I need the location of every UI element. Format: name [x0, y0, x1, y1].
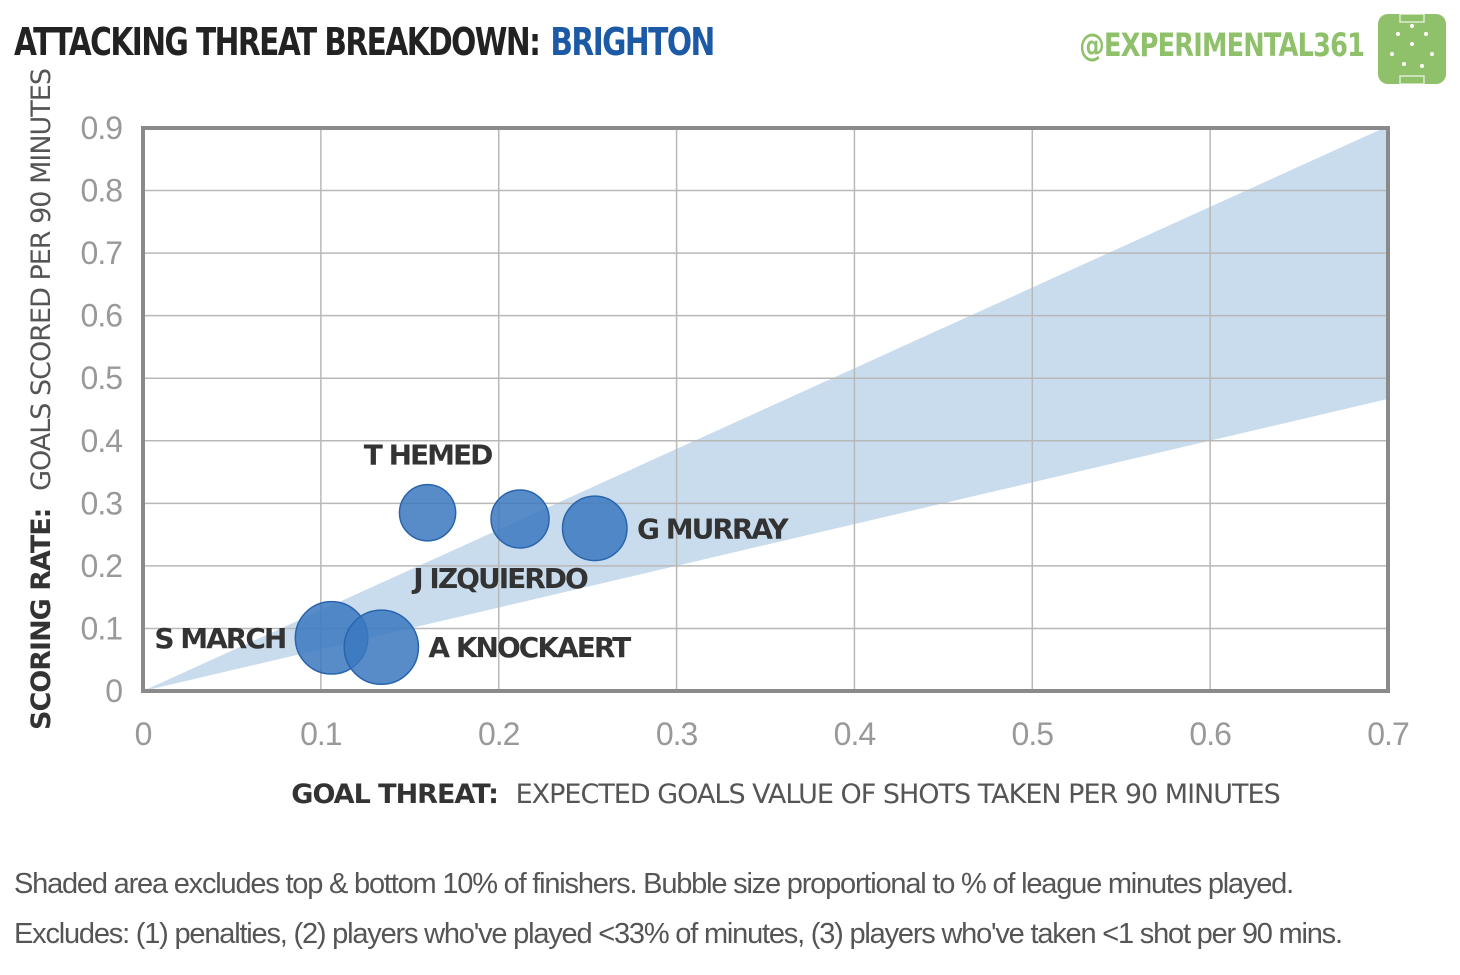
x-axis-label-bold: GOAL THREAT: — [291, 779, 498, 810]
shaded-band — [143, 128, 1388, 691]
bubble-label: G MURRAY — [637, 512, 789, 545]
y-tick-label: 0.8 — [81, 173, 123, 209]
chart-title: ATTACKING THREAT BREAKDOWN: BRIGHTON — [14, 20, 715, 64]
bubble-label: T HEMED — [364, 439, 492, 472]
y-tick-label: 0.1 — [81, 610, 123, 646]
y-tick-label: 0.7 — [81, 235, 123, 271]
y-tick-label: 0.9 — [81, 110, 123, 146]
y-tick-label: 0.5 — [81, 360, 123, 396]
x-tick-label: 0.7 — [1367, 716, 1409, 752]
y-axis-label-bold: SCORING RATE: — [26, 509, 57, 730]
x-tick-label: 0.6 — [1189, 716, 1231, 752]
x-tick-label: 0 — [135, 716, 152, 752]
x-tick-label: 0.4 — [834, 716, 876, 752]
y-axis-label: SCORING RATE: GOALS SCORED PER 90 MINUTE… — [26, 69, 57, 730]
scatter-chart: 0 0.1 0.2 0.3 0.4 0.5 0.6 0.7 00.10.20.30.40.50… — [26, 69, 1410, 810]
y-axis-label-rest: GOALS SCORED PER 90 MINUTES — [26, 69, 57, 491]
bubble-label: A KNOCKAERT — [428, 631, 631, 664]
x-tick-label: 0.1 — [300, 716, 342, 752]
x-axis-ticks: 0 0.1 0.2 0.3 0.4 0.5 0.6 0.7 — [135, 716, 1410, 752]
bubble — [398, 483, 457, 542]
author-handle: @EXPERIMENTAL361 — [1079, 26, 1365, 64]
y-tick-label: 0 — [105, 673, 122, 709]
footnote-line-2: Excludes: (1) penalties, (2) players who… — [14, 918, 1343, 950]
x-tick-label: 0.3 — [656, 716, 698, 752]
y-tick-label: 0.3 — [81, 485, 123, 521]
x-axis-label: GOAL THREAT: EXPECTED GOALS VALUE OF SHO… — [291, 779, 1279, 810]
chart-title-team: BRIGHTON — [550, 20, 715, 64]
x-tick-label: 0.2 — [478, 716, 520, 752]
x-tick-label: 0.5 — [1012, 716, 1054, 752]
bubble — [343, 609, 420, 686]
pitch-logo-icon — [1378, 14, 1446, 84]
bubble-labels: T HEMED J IZQUIERDO G MURRAY S MARCH A KNOCK… — [154, 439, 791, 665]
y-tick-label: 0.4 — [81, 423, 123, 459]
footnote-line-1: Shaded area excludes top & bottom 10% of… — [14, 868, 1294, 900]
plot-frame — [141, 126, 1390, 693]
bubbles — [294, 483, 628, 686]
y-tick-label: 0.6 — [81, 298, 123, 334]
bubble-label: S MARCH — [154, 622, 285, 655]
bubble-label: J IZQUIERDO — [411, 562, 588, 595]
bubble — [490, 489, 550, 549]
chart-title-prefix: ATTACKING THREAT BREAKDOWN: — [14, 20, 541, 64]
bubble — [561, 495, 628, 562]
x-axis-label-rest: EXPECTED GOALS VALUE OF SHOTS TAKEN PER … — [516, 779, 1280, 810]
y-axis-ticks: 0 0.1 0.2 0.3 0.4 0.5 0.6 0.7 0.8 0.9 — [81, 110, 124, 709]
y-tick-label: 0.2 — [81, 548, 123, 584]
